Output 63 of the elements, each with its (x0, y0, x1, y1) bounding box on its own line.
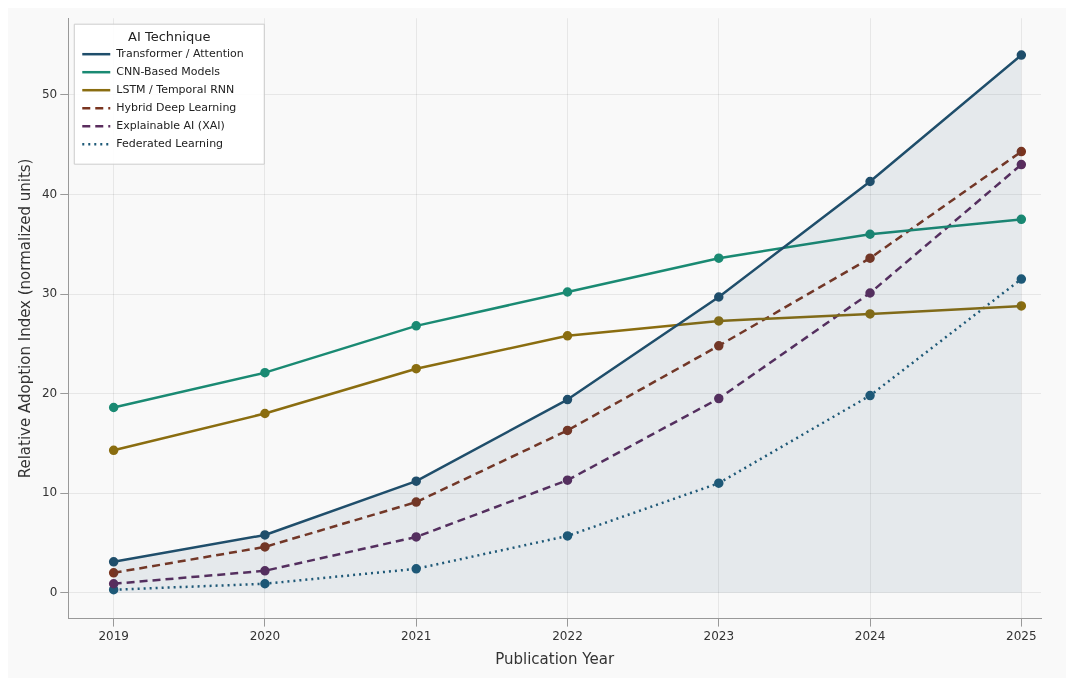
point (865, 253, 875, 263)
x-tick-label: 2019 (98, 628, 129, 643)
y-axis-title: Relative Adoption Index (normalized units) (15, 158, 34, 479)
y-tick-label: 10 (41, 485, 58, 500)
x-tick-label: 2022 (552, 628, 583, 643)
point (865, 176, 875, 187)
point (562, 425, 573, 436)
point (714, 393, 724, 404)
point (1016, 301, 1027, 311)
legend-label: Explainable AI (XAI) (116, 119, 225, 133)
point (260, 367, 270, 378)
point (714, 253, 724, 263)
point (1016, 214, 1027, 225)
legend-label: Transformer / Attention (115, 47, 244, 61)
point (260, 566, 270, 576)
point (714, 292, 724, 302)
point (411, 476, 421, 486)
point (1016, 274, 1027, 284)
point (411, 497, 421, 507)
point (108, 402, 119, 413)
point (865, 309, 875, 319)
x-tick-label: 2023 (703, 628, 735, 643)
y-tick-label: 30 (41, 286, 58, 301)
x-tick-label: 2025 (1006, 628, 1037, 643)
point (562, 394, 573, 405)
y-tick-label: 20 (41, 385, 58, 400)
point (108, 568, 119, 578)
y-tick-label: 40 (41, 186, 58, 201)
point (108, 579, 119, 589)
point (562, 331, 573, 341)
x-axis-title: Publication Year (495, 649, 615, 668)
y-tick-label: 0 (49, 584, 58, 599)
point (411, 363, 421, 374)
legend-label: CNN-Based Models (116, 65, 221, 79)
y-tick-label: 50 (41, 86, 58, 101)
point (1016, 50, 1027, 60)
point (260, 542, 270, 552)
point (411, 532, 421, 542)
point (562, 531, 573, 541)
point (108, 557, 119, 567)
point (260, 530, 270, 540)
point (108, 445, 119, 456)
point (1016, 146, 1027, 157)
legend-label: Hybrid Deep Learning (116, 101, 237, 115)
legend-title: AI Technique (128, 28, 211, 44)
legend-label: LSTM / Temporal RNN (116, 83, 235, 97)
x-tick-label: 2024 (854, 628, 886, 643)
point (865, 390, 875, 401)
point (714, 316, 724, 326)
point (865, 288, 875, 298)
point (562, 287, 573, 297)
x-tick-label: 2021 (400, 628, 432, 643)
point (260, 408, 270, 419)
x-tick-label: 2020 (249, 628, 281, 643)
point (865, 229, 875, 240)
point (562, 475, 573, 485)
point (714, 478, 724, 488)
point (411, 564, 421, 574)
point (411, 321, 421, 331)
legend-label: Federated Learning (116, 137, 224, 151)
point (1016, 159, 1027, 170)
point (714, 341, 724, 351)
point (260, 579, 270, 589)
